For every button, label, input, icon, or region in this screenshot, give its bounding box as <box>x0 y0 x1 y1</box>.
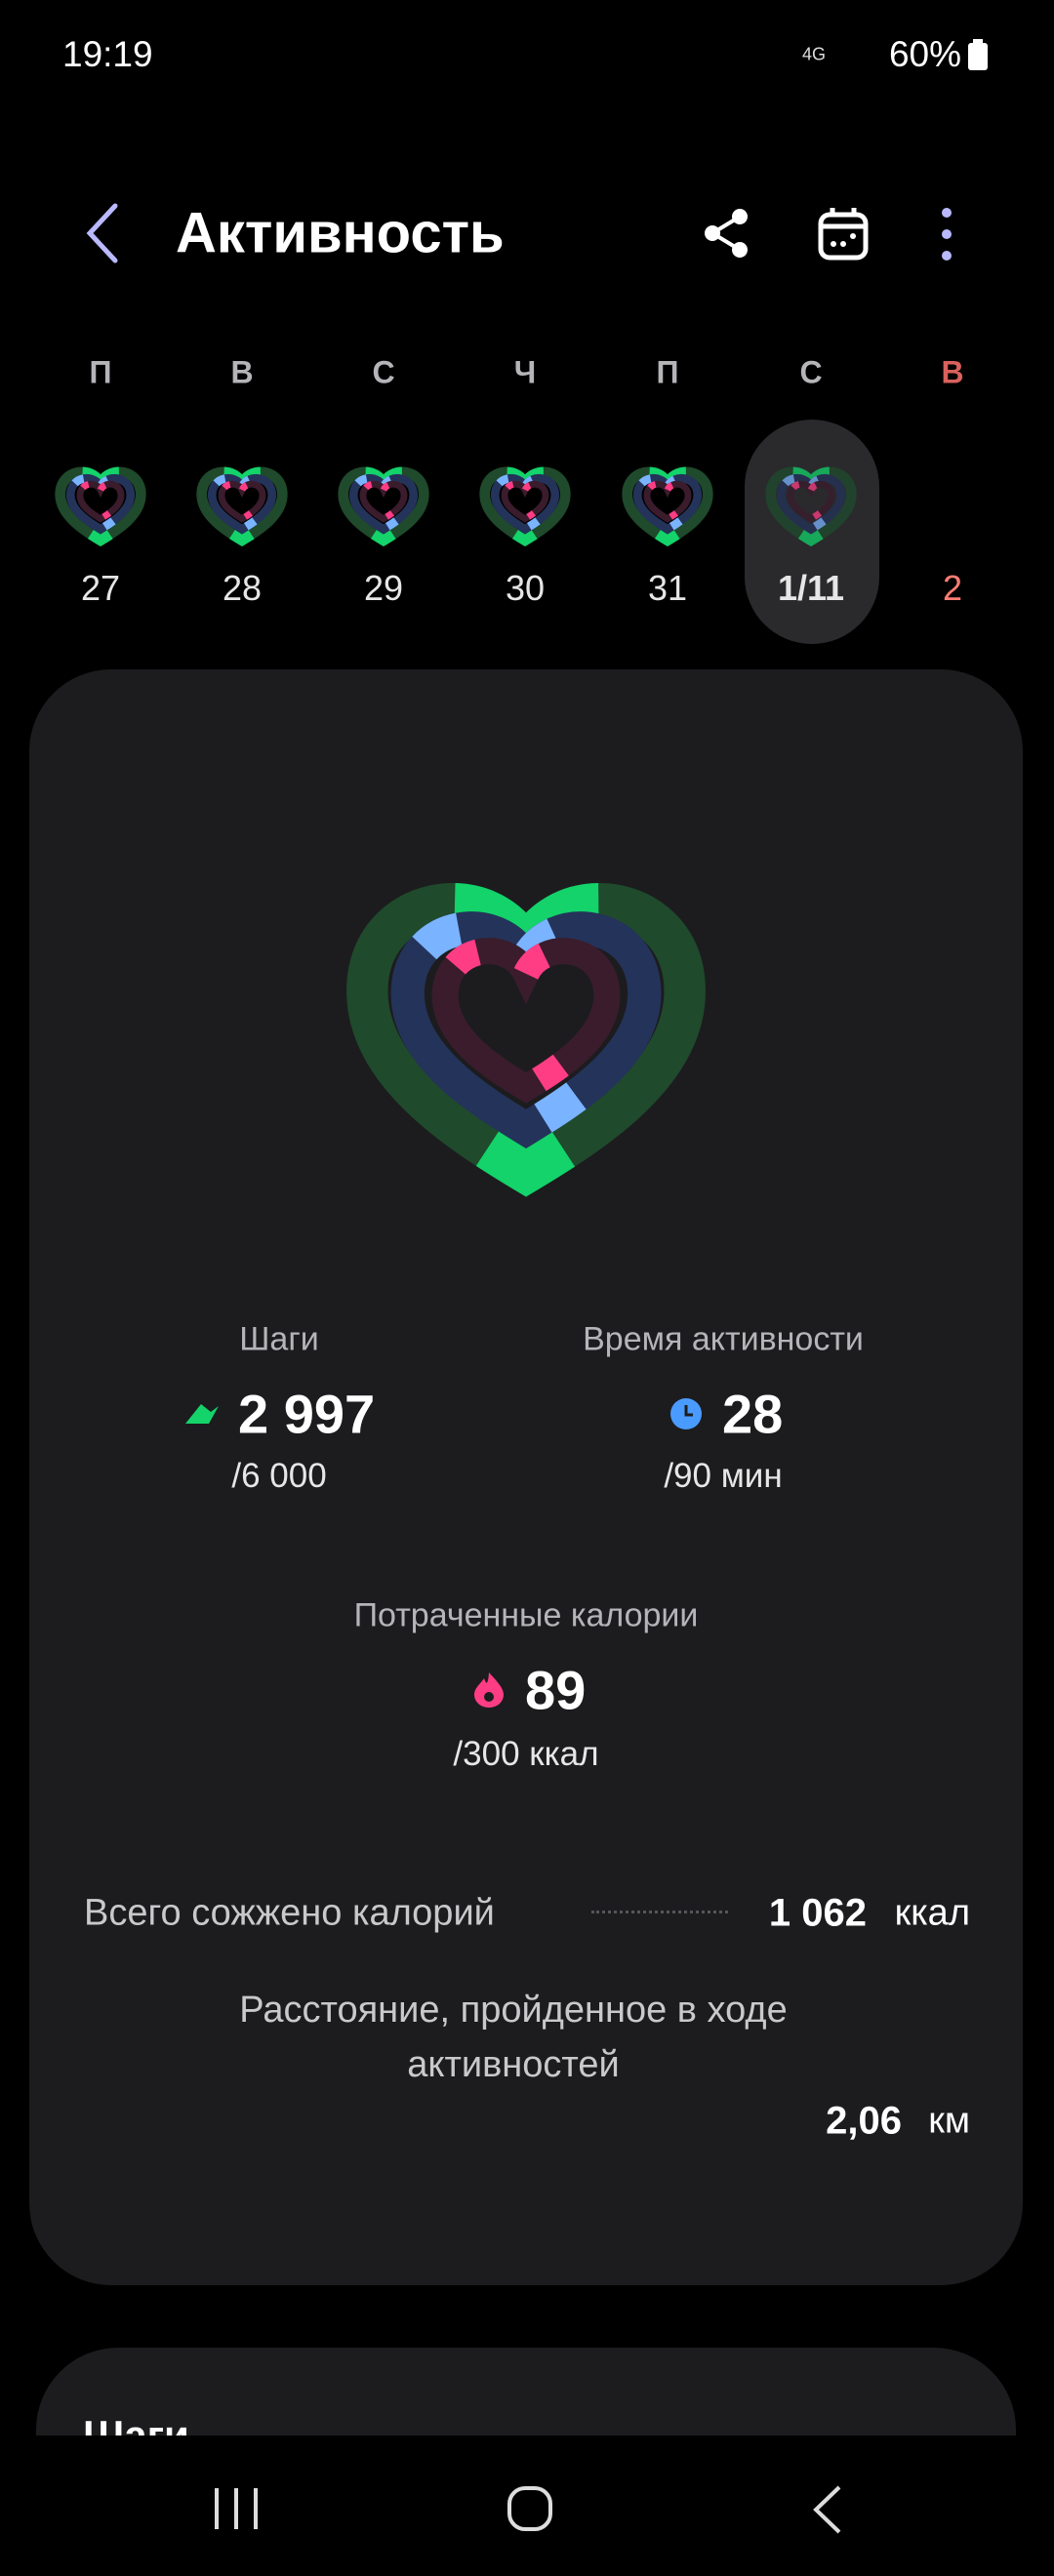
page-title: Активность <box>176 201 505 265</box>
day-rings[interactable] <box>613 451 722 552</box>
weekday-label: В <box>941 354 964 390</box>
calendar-button[interactable] <box>817 205 870 262</box>
recents-button[interactable] <box>211 2486 262 2531</box>
day-rings[interactable] <box>329 451 438 552</box>
date-label: 30 <box>505 568 546 608</box>
steps-goal: /6 000 <box>231 1457 327 1495</box>
calories-value: 89 <box>525 1659 587 1721</box>
date-label: 27 <box>80 568 121 608</box>
calories-label: Потраченные калории <box>353 1596 699 1634</box>
steps-icon <box>185 1404 219 1424</box>
status-time: 19:19 <box>62 34 153 74</box>
date-label: 31 <box>647 568 688 608</box>
distance-unit: км <box>928 2100 970 2142</box>
leader-dots <box>591 1911 728 1913</box>
date-label: 28 <box>222 568 263 608</box>
date-label: 2 <box>942 568 963 608</box>
network-type: 4G <box>801 44 827 64</box>
day-rings[interactable] <box>756 451 866 552</box>
steps-label: Шаги <box>239 1320 319 1358</box>
calories-goal: /300 ккал <box>453 1735 599 1773</box>
home-button[interactable] <box>507 2485 553 2532</box>
back-nav-button[interactable] <box>810 2484 845 2535</box>
weekday-label: С <box>372 354 395 390</box>
time-icon <box>670 1398 702 1429</box>
back-button[interactable] <box>78 200 127 266</box>
activity-rings <box>311 820 741 1220</box>
distance-label: Расстояние, пройденное в ходе активносте… <box>239 1990 788 2085</box>
share-button[interactable] <box>701 207 751 260</box>
more-button[interactable] <box>937 207 956 262</box>
total-calories-value: 1 062 <box>768 1891 867 1935</box>
day-rings[interactable] <box>470 451 580 552</box>
weekday-label: Ч <box>513 354 537 390</box>
battery-icon <box>968 39 988 70</box>
date-label: 29 <box>363 568 404 608</box>
active-time-value: 28 <box>722 1383 784 1445</box>
date-label: 1/11 <box>777 568 845 608</box>
battery-level: 60% <box>888 34 961 74</box>
steps-value: 2 997 <box>238 1383 376 1445</box>
total-calories-label: Всего сожжено калорий <box>84 1892 495 1934</box>
total-calories-unit: ккал <box>894 1892 970 1934</box>
nav-bar <box>0 2435 1054 2576</box>
day-rings[interactable] <box>46 451 155 552</box>
weekday-label: П <box>656 354 679 390</box>
active-time-label: Время активности <box>583 1320 864 1358</box>
calories-icon <box>474 1672 504 1708</box>
weekday-label: П <box>89 354 112 390</box>
weekday-label: С <box>799 354 823 390</box>
distance-value: 2,06 <box>826 2099 902 2143</box>
weekday-label: В <box>230 354 254 390</box>
active-time-goal: /90 мин <box>664 1457 783 1495</box>
day-rings[interactable] <box>187 451 297 552</box>
